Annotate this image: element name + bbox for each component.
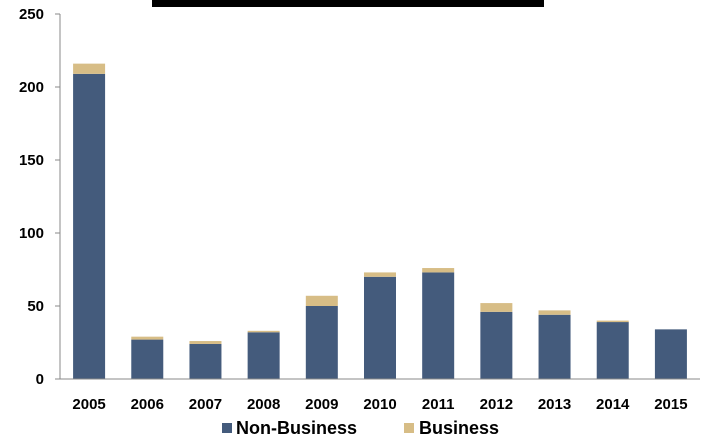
bars [73, 63, 687, 380]
bar-non-business-2007 [189, 343, 222, 379]
bar-business-2010 [364, 272, 396, 277]
y-tick-label: 150 [19, 152, 44, 169]
x-tick-label: 2010 [363, 396, 396, 413]
bar-non-business-2008 [247, 332, 280, 379]
y-axis-ticks: 0 50 100 150 200 250 [19, 6, 60, 388]
legend-label-business: Business [419, 418, 499, 438]
y-tick-label: 200 [19, 79, 44, 96]
x-axis-ticks: 2005 2006 2007 2008 2009 2010 2011 2012 2013 2014… [72, 396, 687, 413]
bar-non-business-2009 [305, 306, 338, 379]
bar-non-business-2013 [538, 314, 571, 379]
title-redaction-box [152, 0, 544, 7]
bar-non-business-2006 [131, 339, 164, 379]
y-tick-label: 50 [27, 298, 44, 315]
bar-non-business-2012 [480, 311, 513, 379]
x-tick-label: 2006 [131, 396, 164, 413]
legend-label-non-business: Non-Business [236, 418, 357, 438]
bar-non-business-2010 [364, 276, 396, 379]
x-tick-label: 2007 [189, 396, 222, 413]
x-tick-label: 2015 [654, 396, 687, 413]
legend: Non-Business Business [222, 418, 499, 438]
bar-business-2012 [480, 303, 513, 312]
bar-business-2011 [422, 268, 455, 273]
bar-business-2006 [131, 336, 164, 340]
bar-business-2013 [538, 310, 571, 315]
bar-non-business-2014 [596, 322, 629, 379]
x-tick-label: 2011 [422, 396, 455, 413]
bar-business-2007 [189, 341, 222, 344]
x-tick-label: 2013 [538, 396, 571, 413]
x-tick-label: 2005 [72, 396, 105, 413]
bar-non-business-2015 [654, 329, 687, 379]
x-tick-label: 2009 [305, 396, 338, 413]
bar-business-2005 [73, 63, 106, 74]
x-tick-label: 2012 [480, 396, 513, 413]
legend-swatch-non-business [222, 423, 232, 433]
x-tick-label: 2008 [247, 396, 280, 413]
bar-non-business-2011 [422, 272, 455, 379]
y-tick-label: 100 [19, 225, 44, 242]
bar-business-2009 [305, 295, 338, 306]
bar-business-2008 [247, 330, 280, 333]
bar-business-2014 [596, 320, 629, 323]
bar-non-business-2005 [73, 73, 106, 380]
legend-swatch-business [404, 423, 414, 433]
y-tick-label: 250 [19, 6, 44, 23]
x-tick-label: 2014 [596, 396, 630, 413]
y-tick-label: 0 [36, 371, 44, 388]
